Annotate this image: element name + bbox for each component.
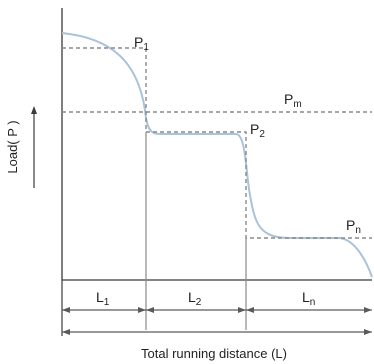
arrow-ln-left — [246, 307, 254, 313]
arrow-l2-left — [146, 307, 154, 313]
label-pn: Pn — [346, 217, 361, 236]
arrow-l1-left — [62, 307, 70, 313]
arrow-l1-right — [138, 307, 146, 313]
label-p2: P2 — [250, 121, 265, 140]
arrow-ln-right — [364, 307, 372, 313]
label-p1: P1 — [134, 34, 149, 53]
arrow-l2-right — [238, 307, 246, 313]
load-curve — [61, 32, 373, 278]
label-ln: Ln — [302, 289, 315, 308]
arrow-total-left — [62, 329, 70, 335]
y-label-arrowhead — [31, 106, 37, 114]
label-l2: L2 — [188, 289, 202, 308]
y-axis-label: Load( P ) — [5, 120, 20, 173]
label-l1: L1 — [96, 289, 110, 308]
step-dashed-line — [62, 47, 372, 239]
x-axis-label: Total running distance (L) — [141, 346, 287, 361]
label-pm: Pm — [284, 91, 302, 110]
arrow-total-right — [364, 329, 372, 335]
